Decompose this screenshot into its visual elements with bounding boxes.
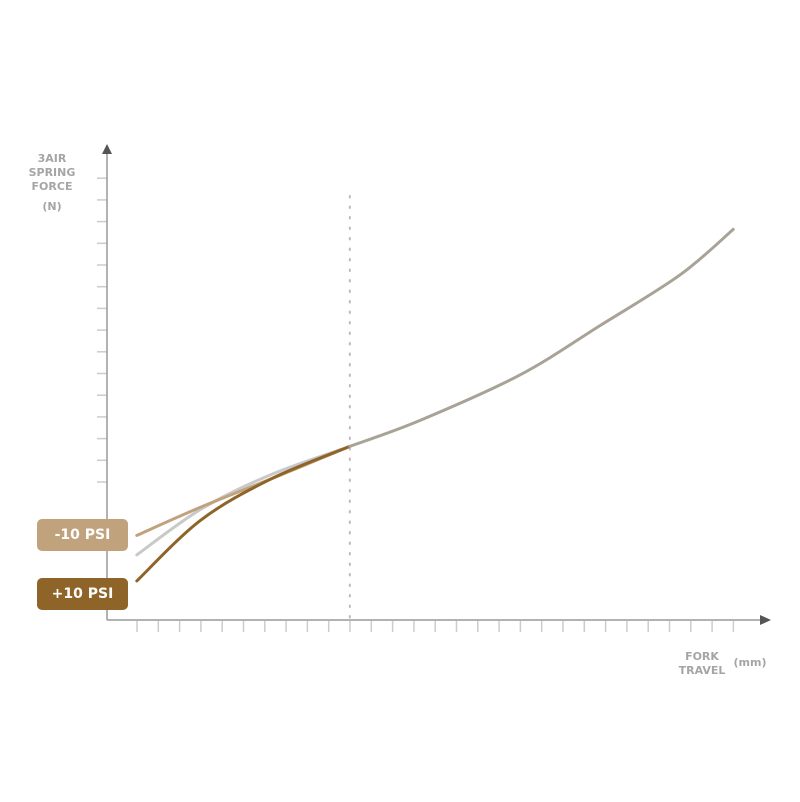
x-axis-arrow [760, 615, 771, 625]
series-line-plus10 [135, 444, 352, 583]
series-line-shared [348, 227, 735, 448]
y-label-line: 3AIR [37, 152, 67, 165]
x-label-line: FORK [685, 650, 719, 663]
y-axis-unit: (N) [42, 200, 62, 213]
legend-minus-10-psi: -10 PSI [37, 519, 128, 551]
x-axis-label: FORK TRAVEL [672, 650, 732, 678]
x-label-line: TRAVEL [678, 664, 726, 677]
series-line-baseline [135, 444, 352, 557]
legend-plus-10-psi: +10 PSI [37, 578, 128, 610]
y-axis-arrow [102, 144, 112, 154]
y-label-line: SPRING [28, 166, 76, 179]
y-axis-label: 3AIR SPRING FORCE (N) [22, 152, 82, 214]
x-axis-unit: (mm) [733, 656, 767, 669]
y-label-line: FORCE [31, 180, 73, 193]
